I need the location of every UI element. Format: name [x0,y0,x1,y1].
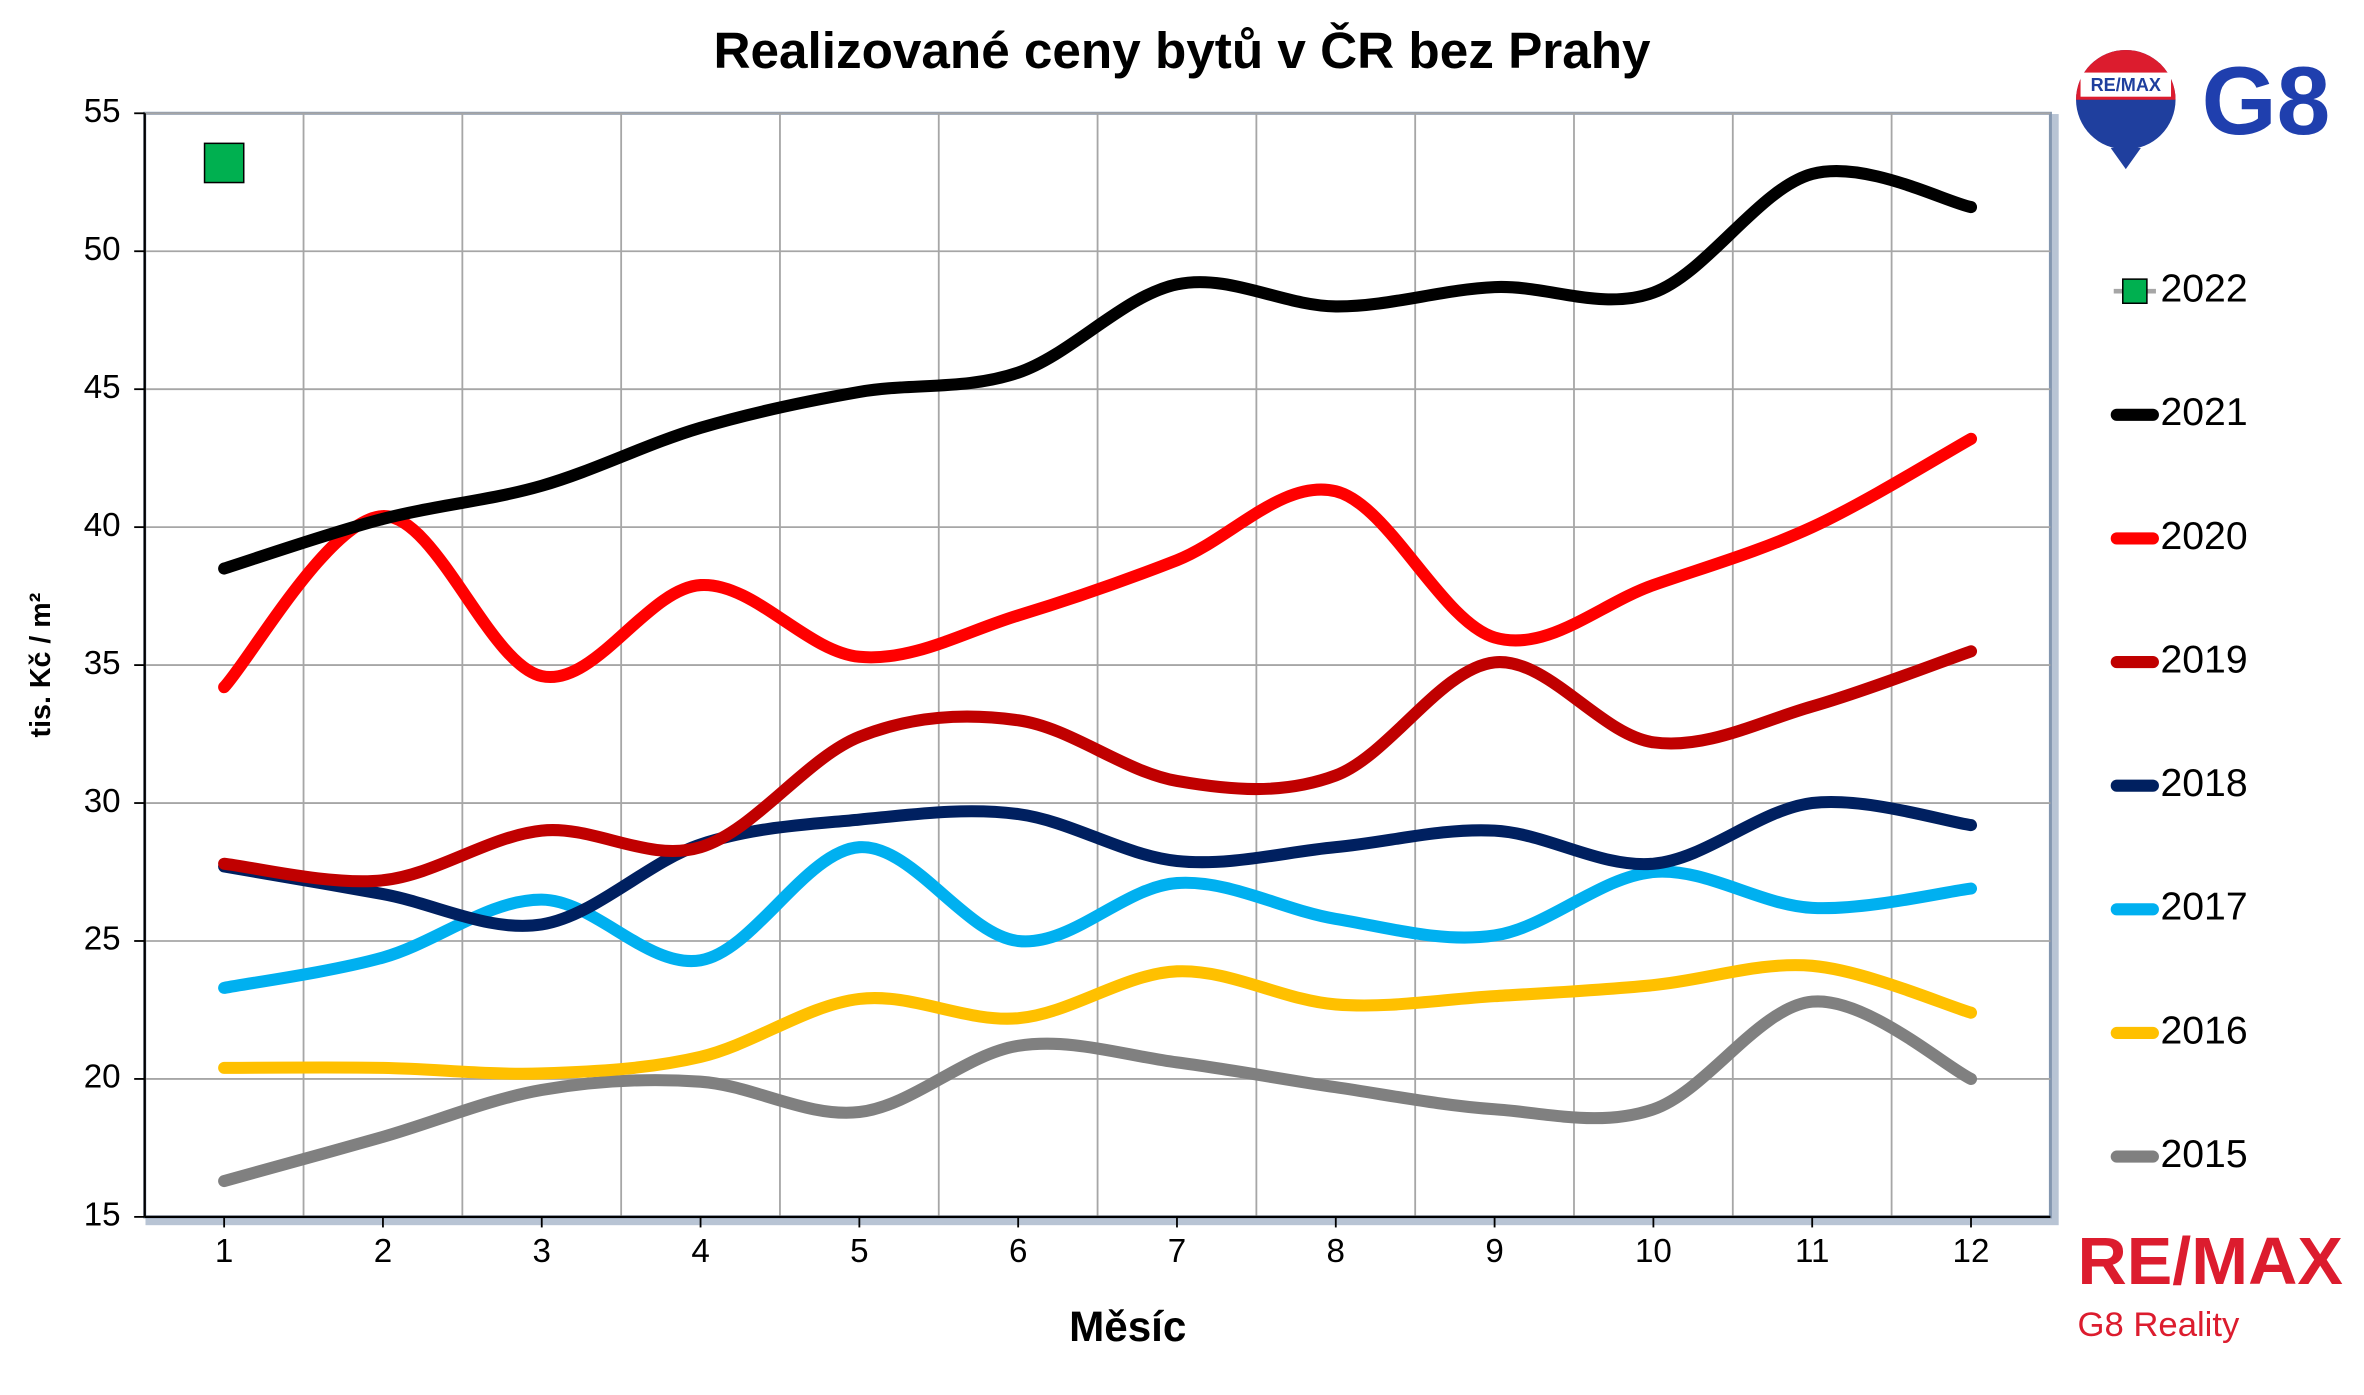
brand-logo: RE/MAX [2078,1225,2343,1299]
series-line [218,165,1978,575]
legend-marker [2122,278,2148,305]
legend-label: 2016 [2160,1009,2247,1052]
office-logo: G8 [2202,48,2331,155]
y-tick-label: 25 [84,921,121,958]
x-tick-label: 11 [1795,1233,1829,1270]
legend-label: 2019 [2160,638,2247,681]
series-line [218,796,1978,932]
y-axis-label: tis. Kč / m² [25,593,57,738]
balloon-basket [2110,147,2141,170]
x-tick-label: 12 [1953,1233,1990,1270]
x-tick-label: 10 [1635,1233,1672,1270]
legend-label: 2020 [2160,515,2247,558]
legend-label: 2018 [2160,762,2247,805]
x-tick-label: 6 [1009,1233,1027,1270]
y-tick-label: 30 [84,783,121,820]
legend-label: 2015 [2160,1133,2247,1176]
legend-label: 2022 [2160,268,2247,311]
x-tick-label: 4 [691,1233,709,1270]
y-tick-label: 35 [84,645,121,682]
chart-title: Realizované ceny bytů v ČR bez Prahy [713,21,1651,79]
y-tick-label: 20 [84,1059,121,1096]
series-line [218,432,1978,694]
y-tick-label: 45 [84,369,121,406]
x-tick-label: 2 [374,1233,392,1270]
y-tick-label: 15 [84,1197,121,1234]
y-tick-label: 50 [84,231,121,268]
marker [203,142,245,184]
x-tick-label: 1 [215,1233,233,1270]
x-tick-label: 7 [1168,1233,1186,1270]
legend-label: 2021 [2160,391,2247,434]
logo-top: RE/MAX G8 [2076,48,2331,170]
series-line [218,841,1978,994]
y-tick-label: 40 [84,507,121,544]
series-line [218,959,1978,1080]
legend-label: 2017 [2160,886,2247,929]
x-tick-label: 5 [850,1233,868,1270]
balloon-band [2080,72,2172,97]
x-tick-label: 3 [533,1233,551,1270]
series-line [218,995,1978,1188]
y-tick-label: 55 [84,93,121,130]
x-tick-label: 9 [1485,1233,1503,1270]
x-tick-label: 8 [1327,1233,1345,1270]
company-name: G8 Reality [2078,1306,2240,1344]
balloon-text: RE/MAX [2091,75,2161,95]
x-axis-label: Měsíc [1069,1303,1186,1350]
series-line [218,645,1978,888]
